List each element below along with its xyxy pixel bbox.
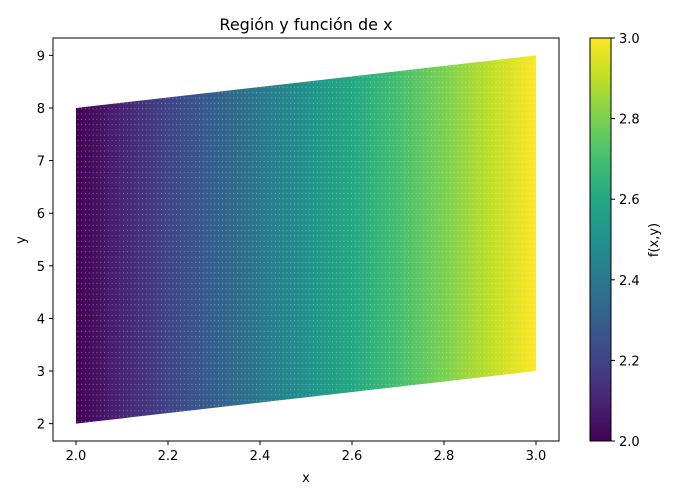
chart-title: Región y función de x (219, 15, 392, 34)
y-tick-label: 5 (37, 260, 45, 275)
x-tick-label: 2.8 (434, 449, 455, 464)
x-tick-label: 3.0 (526, 449, 547, 464)
colorbar-ticks: 2.0 2.2 2.4 2.6 2.8 3.0 (611, 32, 640, 450)
x-tick-label: 2.0 (66, 449, 87, 464)
colorbar-tick-label: 2.2 (619, 354, 640, 369)
y-tick-label: 8 (37, 102, 45, 117)
colorbar-tick-label: 2.6 (619, 193, 640, 208)
y-axis-label: y (14, 236, 29, 244)
y-axis-ticks: 2 3 4 5 6 7 8 9 (37, 49, 53, 433)
axes-frame (52, 37, 560, 442)
y-tick-label: 2 (37, 418, 45, 433)
colorbar-tick-label: 3.0 (619, 32, 640, 47)
plot-area (52, 37, 560, 442)
colorbar: 2.0 2.2 2.4 2.6 2.8 3.0 (589, 32, 640, 450)
x-tick-label: 2.6 (342, 449, 363, 464)
scatter-marker-texture (76, 55, 536, 424)
y-tick-label: 3 (37, 365, 45, 380)
x-tick-label: 2.2 (158, 449, 179, 464)
y-tick-label: 9 (37, 49, 45, 64)
colorbar-tick-label: 2.4 (619, 274, 640, 289)
colorbar-label: f(x,y) (647, 223, 662, 257)
y-tick-label: 4 (37, 312, 45, 327)
x-tick-label: 2.4 (250, 449, 271, 464)
x-axis-label: x (302, 471, 310, 486)
y-tick-label: 6 (37, 207, 45, 222)
x-axis-ticks: 2.0 2.2 2.4 2.6 2.8 3.0 (66, 441, 547, 464)
colorbar-gradient (589, 37, 612, 442)
colorbar-tick-label: 2.8 (619, 113, 640, 128)
y-tick-label: 7 (37, 155, 45, 170)
colorbar-tick-label: 2.0 (619, 435, 640, 450)
